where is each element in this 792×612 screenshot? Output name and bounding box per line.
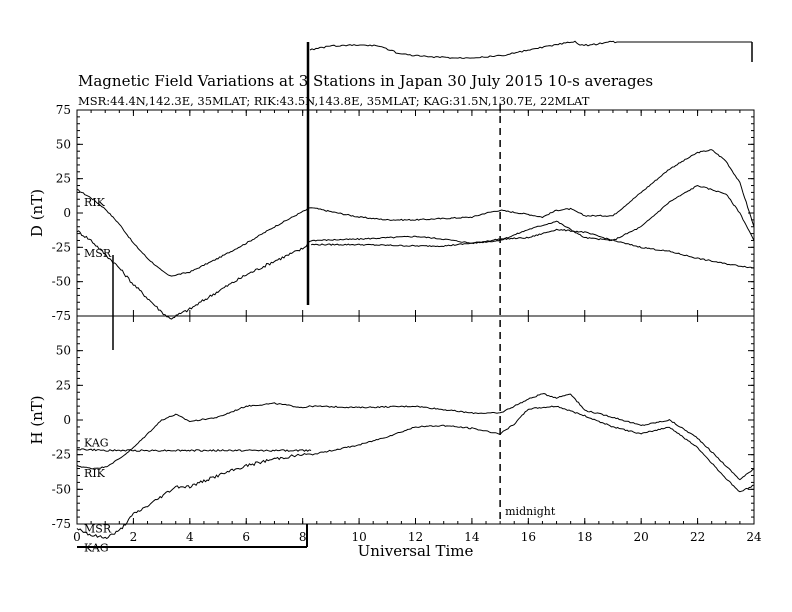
series-label-kag: KAG [84,436,109,449]
x-tick-label: 22 [690,530,705,544]
series-line-rik [76,392,755,481]
figure-overlay [77,40,753,548]
series-line-rik [76,149,755,277]
series-line-msr [76,405,755,540]
y-tick-label: 25 [56,378,71,392]
y-tick-label: 75 [56,103,71,117]
y-tick-label: -25 [52,448,71,462]
x-tick-label: 18 [577,530,592,544]
y-tick-label: -50 [52,275,71,289]
y-tick-label: -75 [52,517,71,531]
y-tick-label: 0 [63,413,71,427]
y-tick-label: -75 [52,309,71,323]
midnight-label: midnight [505,505,556,518]
x-tick-label: 0 [73,530,81,544]
x-tick-label: 12 [408,530,423,544]
series-label-rik: RIK [84,196,106,209]
y-tick-label: -25 [52,240,71,254]
x-tick-label: 8 [299,530,307,544]
plot-frame [76,315,755,525]
series-label-msr: MSR [84,247,112,260]
y-axis-label: H (nT) [28,395,46,444]
y-tick-label: 25 [56,172,71,186]
x-tick-label: 10 [351,530,366,544]
chart-subtitle: MSR:44.4N,142.3E, 35MLAT; RIK:43.5N,143.… [78,94,590,108]
x-tick-label: 2 [130,530,138,544]
x-tick-label: 4 [186,530,194,544]
series-label-msr: MSR [84,522,112,535]
x-axis-label: Universal Time [358,542,474,560]
panel-d: 75 50 25 0 -25 -50 -75 D (nT) RIK MSR [28,103,755,323]
x-tick-label: 14 [464,530,480,544]
series-label-kag: KAG [84,542,109,555]
panel-h: 50 25 0 -25 -50 -75 H (nT) KAG RIK MSR KAG [28,315,755,555]
series-label-rik: RIK [84,467,106,480]
series-line-msr [76,184,755,320]
y-tick-label: 50 [56,137,71,151]
y-tick-label: -50 [52,482,71,496]
plot-frame [76,109,755,317]
overlay-top-trace [309,40,752,59]
series-line-kag [310,228,755,269]
x-tick-label: 24 [746,530,762,544]
x-tick-label: 6 [242,530,250,544]
y-tick-label: 0 [63,206,71,220]
y-axis-label: D (nT) [28,189,46,237]
y-tick-label: 50 [56,344,71,358]
x-tick-label: 16 [521,530,536,544]
x-tick-label: 20 [634,530,649,544]
chart-title: Magnetic Field Variations at 3 Stations … [78,72,654,90]
series-line-kag [76,448,312,452]
